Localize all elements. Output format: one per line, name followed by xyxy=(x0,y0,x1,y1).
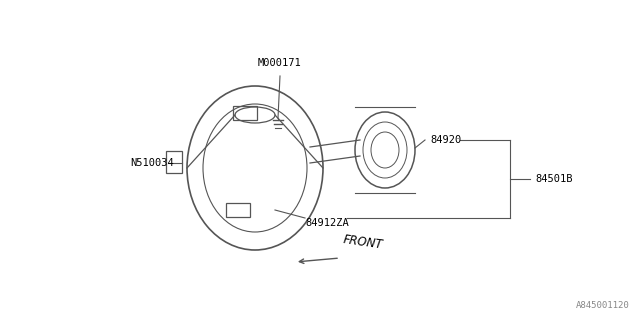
Text: 84920: 84920 xyxy=(430,135,461,145)
Text: A845001120: A845001120 xyxy=(576,301,630,310)
Bar xyxy=(233,106,257,120)
Bar xyxy=(166,151,182,173)
Text: N510034: N510034 xyxy=(130,158,173,168)
Text: 84501B: 84501B xyxy=(535,174,573,184)
Text: 84912ZA: 84912ZA xyxy=(305,218,349,228)
Text: M000171: M000171 xyxy=(258,58,302,68)
Bar xyxy=(226,203,250,217)
Text: FRONT: FRONT xyxy=(342,234,383,252)
